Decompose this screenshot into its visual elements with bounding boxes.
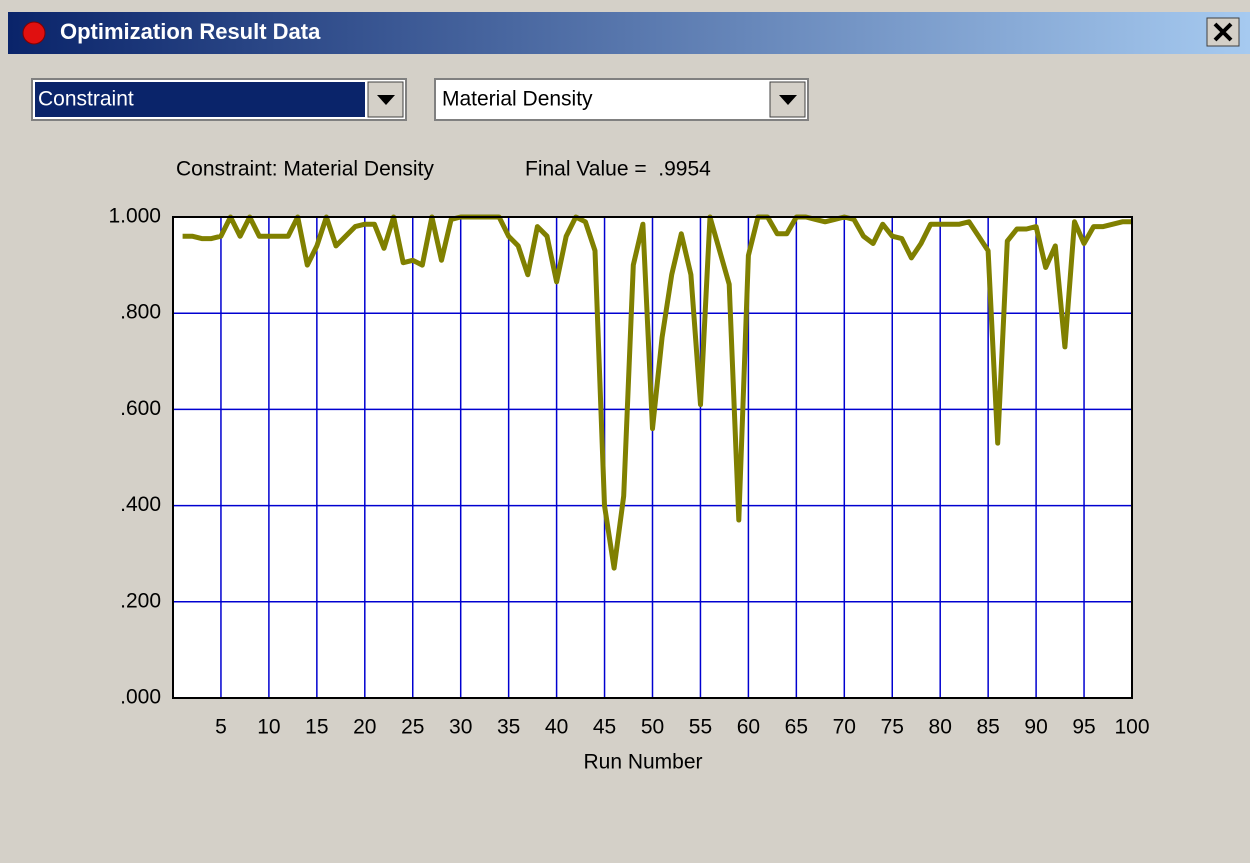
- y-tick-label: .600: [120, 397, 161, 420]
- x-tick-label: 95: [1072, 716, 1095, 739]
- y-tick-label: .000: [120, 686, 161, 709]
- final-value: Final Value = .9954: [525, 158, 711, 181]
- x-tick-label: 75: [881, 716, 904, 739]
- x-tick-label: 25: [401, 716, 424, 739]
- marks: [182, 214, 1132, 571]
- x-tick-label: 5: [215, 716, 227, 739]
- x-tick-label: 85: [976, 716, 999, 739]
- x-tick-label: 70: [833, 716, 856, 739]
- plot-frame: [172, 216, 1133, 699]
- x-tick-label: 90: [1024, 716, 1047, 739]
- x-tick-label: 60: [737, 716, 760, 739]
- window-title: Optimization Result Data: [60, 19, 321, 44]
- x-tick-label: 65: [785, 716, 808, 739]
- chart-title: Constraint: Material Density: [176, 158, 434, 181]
- x-tick-label: 45: [593, 716, 616, 739]
- x-tick-label: 80: [929, 716, 952, 739]
- dropdown-value: Material Density: [442, 88, 593, 111]
- x-tick-label: 30: [449, 716, 472, 739]
- x-tick-label: 10: [257, 716, 280, 739]
- y-tick-label: 1.000: [108, 205, 161, 228]
- dropdown-value: Constraint: [38, 88, 134, 111]
- x-tick-label: 100: [1114, 716, 1149, 739]
- y-tick-label: .200: [120, 589, 161, 612]
- y-tick-label: .800: [120, 301, 161, 324]
- x-tick-label: 50: [641, 716, 664, 739]
- x-tick-label: 15: [305, 716, 328, 739]
- data-line: [182, 214, 1132, 571]
- x-tick-label: 40: [545, 716, 568, 739]
- category-dropdown[interactable]: Constraint: [31, 78, 407, 121]
- variable-dropdown[interactable]: Material Density: [434, 78, 809, 121]
- y-tick-label: .400: [120, 493, 161, 516]
- x-axis-label: Run Number: [583, 751, 702, 774]
- x-tick-label: 35: [497, 716, 520, 739]
- window-icon: [22, 21, 46, 45]
- x-tick-label: 55: [689, 716, 712, 739]
- title-bar: [8, 12, 1250, 54]
- close-button[interactable]: [1206, 17, 1240, 47]
- x-tick-label: 20: [353, 716, 376, 739]
